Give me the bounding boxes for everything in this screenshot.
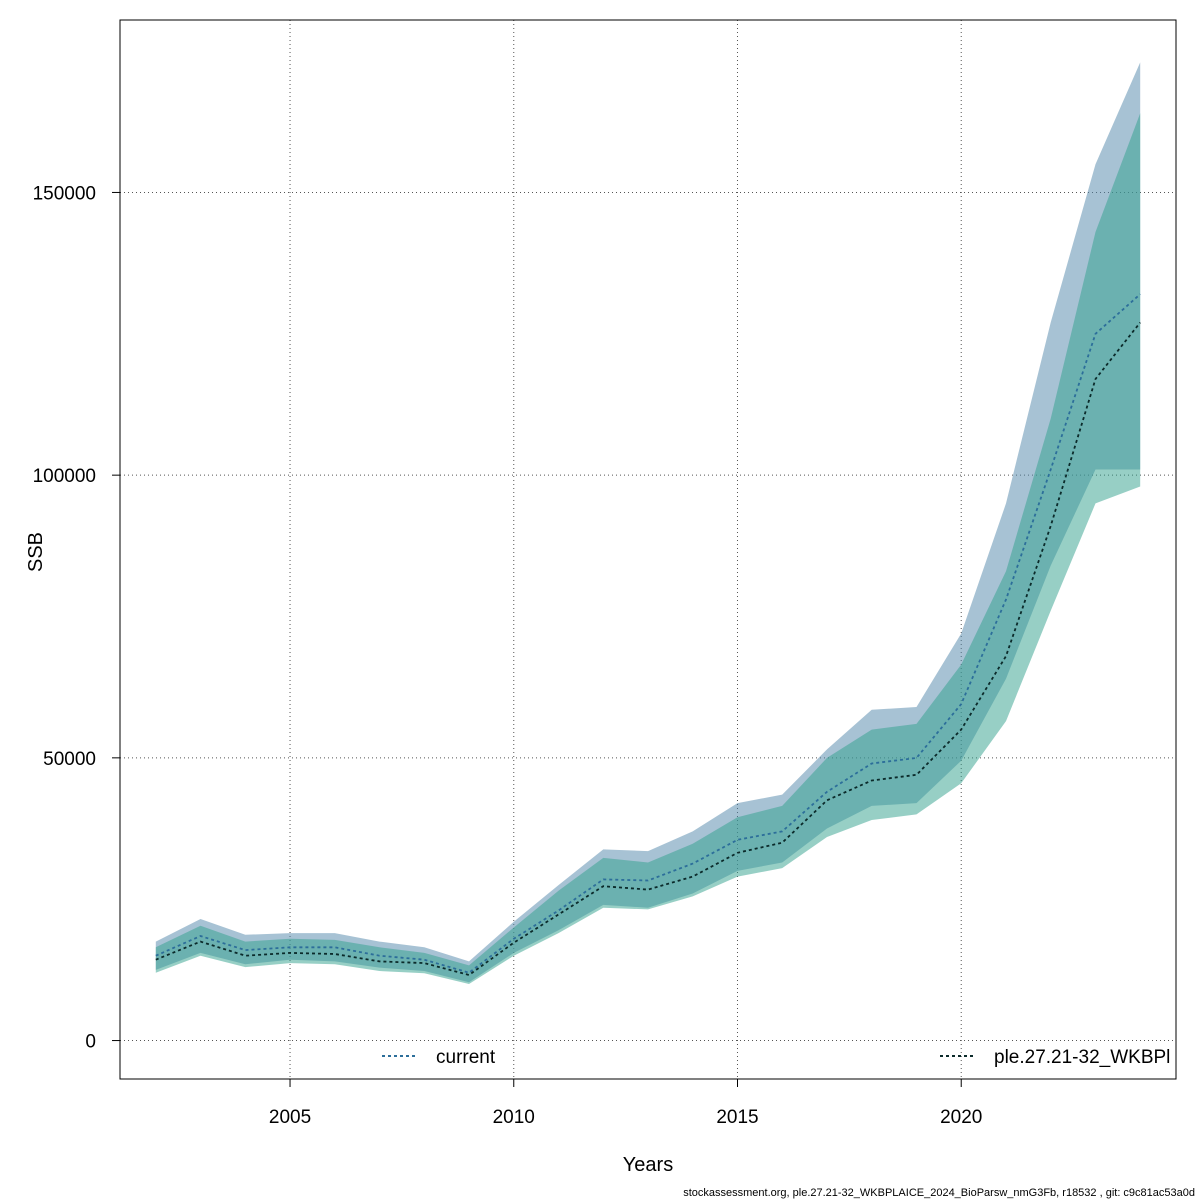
- x-tick-label-2005: 2005: [269, 1107, 311, 1128]
- legend-wkbpl: ple.27.21-32_WKBPl: [940, 1047, 1170, 1068]
- legend-current-label: current: [436, 1047, 496, 1068]
- footer-credit: stockassessment.org, ple.27.21-32_WKBPLA…: [683, 1187, 1195, 1199]
- legend-wkbpl-label: ple.27.21-32_WKBPl: [994, 1047, 1170, 1068]
- band-wkbpl: [155, 113, 1141, 985]
- series-lines: [155, 293, 1141, 976]
- y-tick-label-150000: 150000: [33, 183, 96, 204]
- confidence-bands: [155, 62, 1141, 985]
- y-axis: 0 50000 100000 150000: [33, 183, 120, 1053]
- x-axis-title: Years: [623, 1154, 673, 1176]
- x-tick-label-2010: 2010: [493, 1107, 535, 1128]
- x-tick-label-2020: 2020: [940, 1107, 982, 1128]
- y-tick-label-0: 0: [85, 1032, 96, 1053]
- legend-current: current: [382, 1047, 496, 1068]
- x-tick-label-2015: 2015: [716, 1107, 758, 1128]
- y-tick-label-50000: 50000: [43, 749, 96, 770]
- x-axis: 2005 2010 2015 2020: [269, 1079, 982, 1128]
- grid: [120, 20, 1176, 1079]
- line-wkbpl: [155, 321, 1141, 976]
- y-tick-label-100000: 100000: [33, 466, 96, 487]
- plot-frame: [119, 19, 1177, 1080]
- line-current: [155, 293, 1141, 974]
- y-axis-title: SSB: [25, 532, 47, 572]
